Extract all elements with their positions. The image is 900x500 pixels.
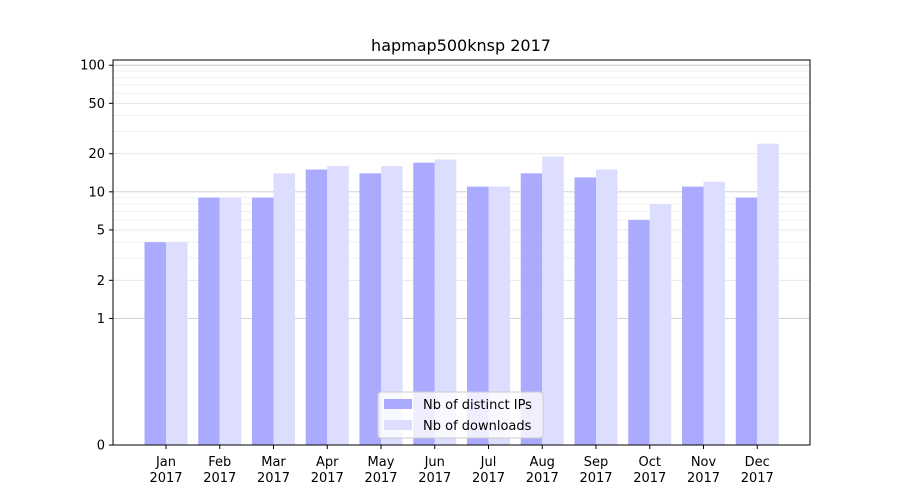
- x-tick-label: Sep 2017: [579, 455, 612, 486]
- bar-distinct-ips: [144, 242, 166, 445]
- axes: 0 1 2 5 10 20 50 100 Jan 2017 Feb 2017 Mar 2017 Apr 201…: [80, 59, 811, 486]
- bar-downloads: [381, 165, 403, 446]
- bar-downloads: [434, 159, 457, 445]
- bar-downloads: [649, 204, 672, 445]
- y-tick-label: 20: [88, 147, 105, 162]
- chart-title: hapmap500knsp 2017: [371, 36, 551, 55]
- bar-distinct-ips: [198, 197, 220, 445]
- bar-distinct-ips: [413, 162, 435, 445]
- y-tick-label: 100: [80, 59, 105, 74]
- bar-distinct-ips: [682, 186, 704, 446]
- bar-downloads: [327, 165, 349, 446]
- bar-downloads: [219, 197, 242, 445]
- bar-downloads: [488, 186, 510, 446]
- bar-distinct-ips: [574, 177, 596, 446]
- y-tick-label: 50: [88, 97, 105, 112]
- y-tick-label: 5: [97, 223, 105, 238]
- bar-distinct-ips: [628, 219, 650, 445]
- bars: [144, 143, 779, 446]
- x-tick-label: Dec 2017: [741, 455, 774, 486]
- legend-label: Nb of downloads: [423, 419, 532, 434]
- bar-distinct-ips: [359, 173, 381, 445]
- bar-distinct-ips: [520, 173, 543, 445]
- x-tick-label: Oct 2017: [633, 455, 666, 486]
- x-tick-label: Jun 2017: [418, 455, 451, 486]
- legend-box: [377, 391, 544, 439]
- bar-distinct-ips: [467, 186, 489, 446]
- bar-downloads: [596, 169, 618, 445]
- bar-downloads: [273, 173, 295, 445]
- bar-downloads: [542, 156, 564, 446]
- y-tick-label: 1: [97, 312, 105, 327]
- x-tick-label: Feb 2017: [203, 455, 236, 486]
- y-tick-label: 10: [88, 185, 105, 200]
- x-tick-label: May 2017: [364, 455, 397, 486]
- bar-distinct-ips: [735, 197, 758, 445]
- legend-label: Nb of distinct IPs: [423, 398, 532, 413]
- y-tick-label: 2: [97, 274, 105, 289]
- x-tick-label: Apr 2017: [311, 455, 344, 486]
- bar-distinct-ips: [305, 169, 328, 445]
- x-tick-label: Nov 2017: [687, 455, 720, 486]
- legend-swatch: [384, 420, 412, 430]
- bar-downloads: [166, 242, 188, 445]
- bar-distinct-ips: [252, 197, 274, 445]
- x-tick-label: Mar 2017: [257, 455, 290, 486]
- legend-swatch: [384, 399, 412, 409]
- x-tick-label: Aug 2017: [526, 455, 559, 486]
- x-tick-label: Jan 2017: [149, 455, 182, 486]
- plot-frame: [112, 59, 811, 446]
- bar-downloads: [703, 181, 725, 445]
- y-tick-label: 0: [97, 439, 105, 454]
- bar-downloads: [757, 143, 779, 445]
- x-tick-label: Jul 2017: [472, 455, 505, 486]
- legend: Nb of distinct IPs Nb of downloads: [377, 391, 544, 439]
